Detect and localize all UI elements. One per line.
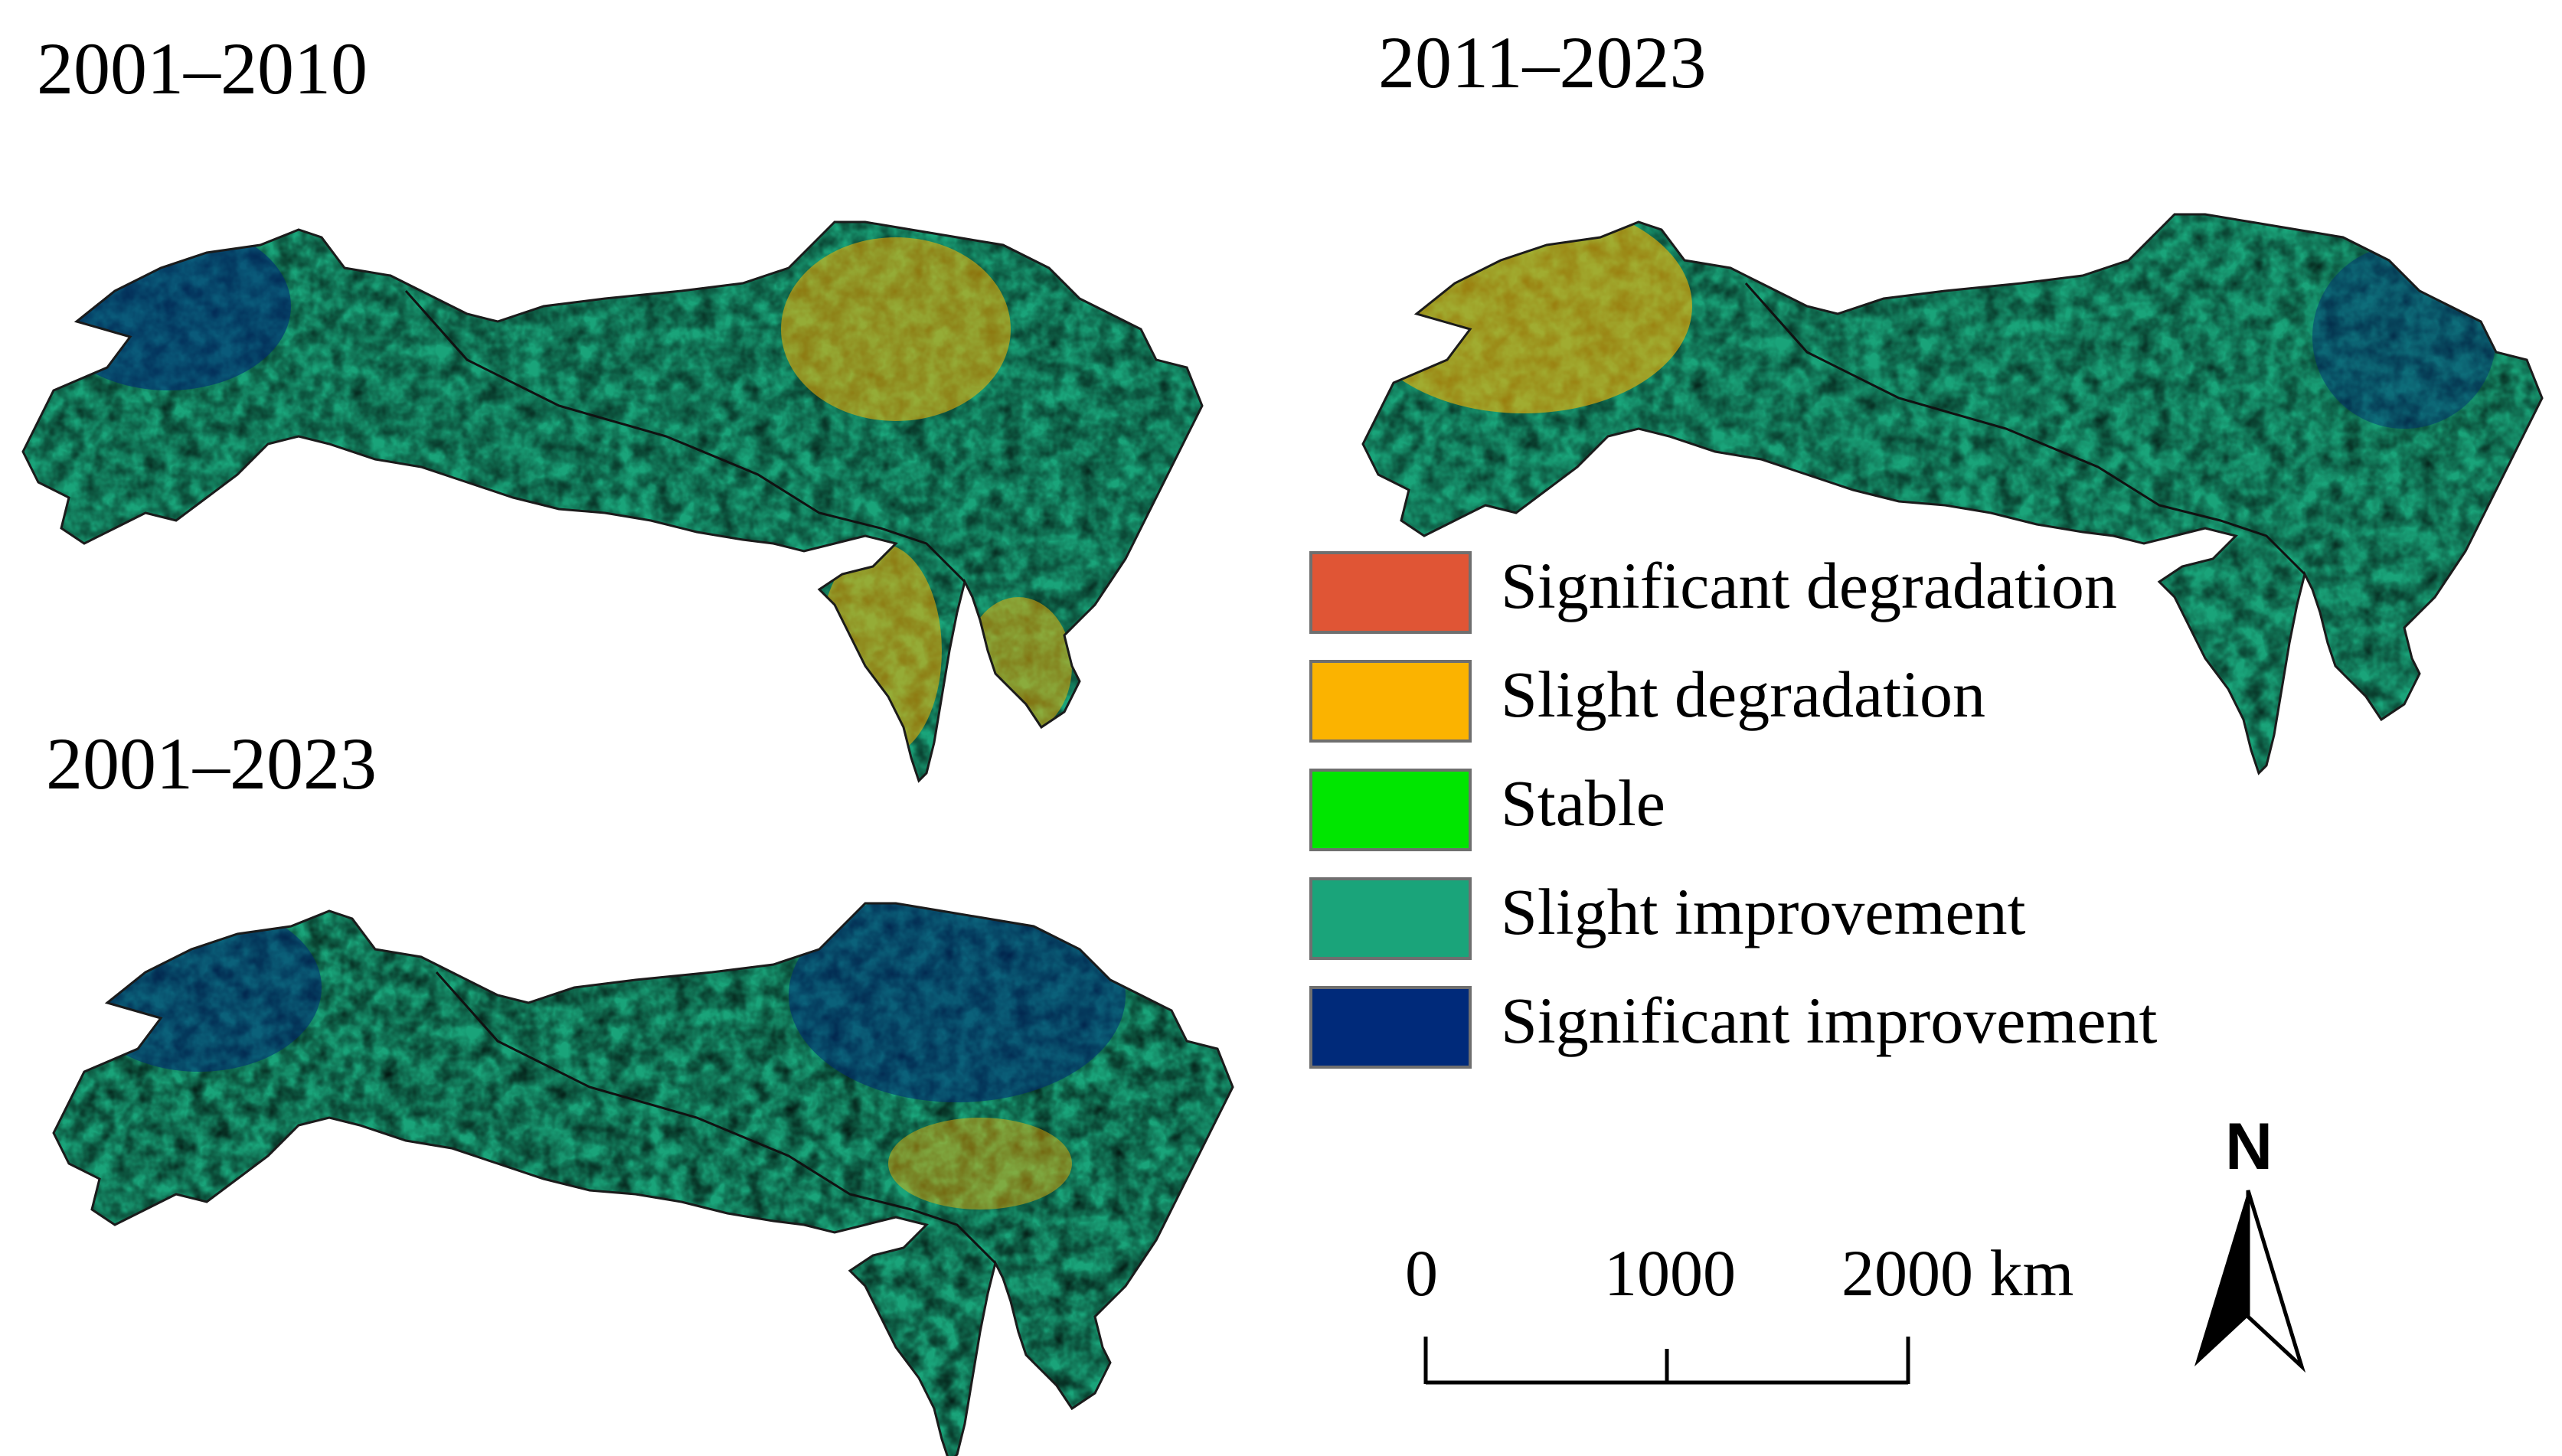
legend-swatch [1309,877,1472,960]
legend-swatch [1309,986,1472,1069]
legend-label: Significant improvement [1501,984,2158,1057]
scale-label-2000-km: 2000 km [1841,1236,2074,1310]
panel-title-2001-2010: 2001–2010 [37,28,368,109]
legend-swatch [1309,660,1472,743]
legend-label: Slight degradation [1501,658,1985,731]
scale-bar-graphic [1423,1337,1910,1385]
scale-label-0: 0 [1405,1236,1438,1310]
legend-swatch [1309,769,1472,851]
legend-label: Stable [1501,766,1665,840]
legend-label: Slight improvement [1501,875,2026,948]
scale-label-1000: 1000 [1604,1236,1736,1310]
north-arrow-icon [2194,1190,2306,1373]
legend-label: Significant degradation [1501,549,2117,622]
north-label: N [2225,1110,2273,1183]
legend-swatch [1309,551,1472,634]
panel-title-2011-2023: 2011–2023 [1378,21,1707,103]
panel-title-2001-2023: 2001–2023 [46,723,377,805]
map-2001-2023 [52,902,1234,1456]
map-2001-2010 [21,220,1204,782]
